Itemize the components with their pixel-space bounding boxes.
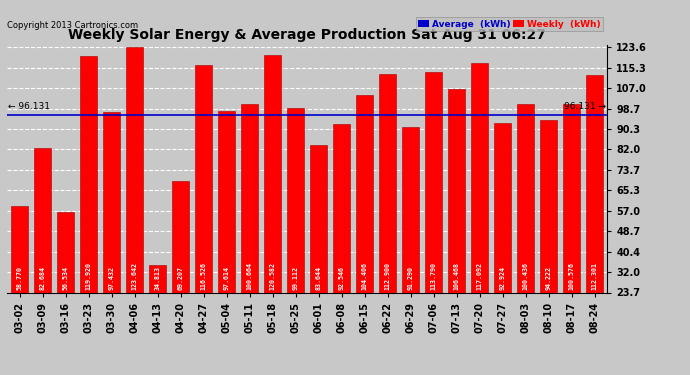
Text: 69.207: 69.207 (177, 266, 184, 290)
Text: 56.534: 56.534 (63, 266, 68, 290)
Text: 58.770: 58.770 (17, 266, 23, 290)
Bar (402, 127, 420, 292)
Text: 91.290: 91.290 (408, 266, 413, 290)
Bar (34, 148, 51, 292)
Text: 82.684: 82.684 (39, 266, 46, 290)
Text: 83.644: 83.644 (315, 266, 322, 290)
Text: 106.468: 106.468 (453, 262, 460, 290)
Bar (241, 104, 258, 292)
Legend: Average  (kWh), Weekly  (kWh): Average (kWh), Weekly (kWh) (416, 17, 602, 31)
Text: 104.406: 104.406 (362, 262, 368, 290)
Bar (80, 57, 97, 292)
Text: ← 96.131: ← 96.131 (8, 102, 50, 111)
Text: 120.582: 120.582 (270, 262, 275, 290)
Text: 117.092: 117.092 (477, 262, 482, 290)
Bar (264, 55, 282, 292)
Bar (356, 94, 373, 292)
Text: 112.301: 112.301 (591, 262, 598, 290)
Bar (425, 72, 442, 292)
Bar (126, 47, 144, 292)
Text: 113.790: 113.790 (431, 262, 437, 290)
Text: 123.642: 123.642 (132, 262, 137, 290)
Bar (517, 104, 534, 292)
Text: 97.614: 97.614 (224, 266, 230, 290)
Text: 100.436: 100.436 (522, 262, 529, 290)
Text: 94.222: 94.222 (546, 266, 551, 290)
Bar (540, 120, 558, 292)
Bar (563, 104, 580, 292)
Text: Copyright 2013 Cartronics.com: Copyright 2013 Cartronics.com (7, 21, 138, 30)
Bar (287, 108, 304, 292)
Bar (448, 90, 465, 292)
Title: Weekly Solar Energy & Average Production Sat Aug 31 06:27: Weekly Solar Energy & Average Production… (68, 28, 546, 42)
Bar (471, 63, 489, 292)
Bar (494, 123, 511, 292)
Text: 112.900: 112.900 (384, 262, 391, 290)
Text: 97.432: 97.432 (108, 266, 115, 290)
Bar (57, 212, 75, 292)
Bar (333, 124, 351, 292)
Bar (149, 265, 166, 292)
Bar (218, 111, 235, 292)
Text: 92.924: 92.924 (500, 266, 506, 290)
Text: 100.664: 100.664 (246, 262, 253, 290)
Text: 119.920: 119.920 (86, 262, 92, 290)
Text: 34.813: 34.813 (155, 266, 161, 290)
Bar (195, 65, 213, 292)
Text: 116.526: 116.526 (201, 262, 206, 290)
Bar (103, 112, 120, 292)
Text: 100.576: 100.576 (569, 262, 575, 290)
Bar (172, 181, 189, 292)
Text: 96.131 →: 96.131 → (564, 102, 606, 111)
Bar (310, 146, 327, 292)
Bar (379, 74, 396, 292)
Bar (586, 75, 603, 292)
Bar (11, 207, 28, 292)
Text: 92.546: 92.546 (339, 266, 344, 290)
Text: 99.112: 99.112 (293, 266, 299, 290)
